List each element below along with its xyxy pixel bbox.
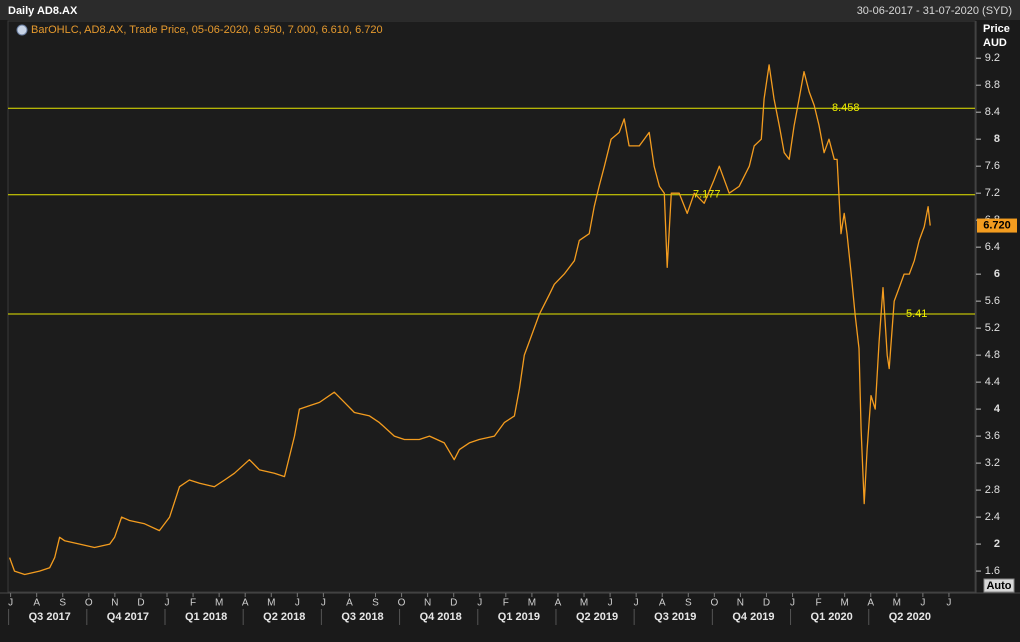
y-tick-label: 7.2 [985,187,1000,199]
x-tick-label: M [215,598,223,609]
x-tick-label: J [946,598,951,609]
y-tick-label: 3.2 [985,457,1000,469]
quarter-label: Q4 2019 [732,611,774,623]
x-tick-label: M [580,598,588,609]
auto-button[interactable]: Auto [983,578,1015,593]
quarter-label: Q1 2019 [498,611,540,623]
reference-line-label: 5.41 [906,308,927,320]
x-tick-label: J [920,598,925,609]
x-tick-label: J [634,598,639,609]
x-tick-label: J [790,598,795,609]
button-label[interactable]: Auto [986,580,1011,592]
y-axis-label: Price [983,23,1010,35]
quarter-label: Q2 2018 [263,611,305,623]
x-tick-label: J [477,598,482,609]
quarter-label: Q2 2019 [576,611,618,623]
y-tick-label: 6 [994,268,1000,280]
y-tick-label: 8.8 [985,79,1000,91]
price-line [8,64,931,576]
y-tick-label: 6.4 [985,241,1000,253]
x-tick-label: D [450,598,457,609]
x-tick-label: N [424,598,431,609]
reference-line-label: 8.458 [832,102,860,114]
button-box[interactable] [983,578,1015,593]
y-tick-label: 1.6 [985,565,1000,577]
quarter-label: Q1 2018 [185,611,227,623]
x-tick-label: N [737,598,744,609]
quarter-label: Q4 2018 [420,611,462,623]
x-tick-label: J [321,598,326,609]
x-tick-label: J [295,598,300,609]
x-tick-label: S [372,598,379,609]
x-tick-label: A [33,598,40,609]
x-tick-label: S [59,598,66,609]
legend-text: BarOHLC, AD8.AX, Trade Price, 05-06-2020… [31,24,383,36]
x-tick-label: J [8,598,13,609]
x-tick-label: M [893,598,901,609]
x-tick-label: A [346,598,353,609]
last-price-label: 6.720 [983,219,1011,231]
x-tick-label: M [528,598,536,609]
y-tick-label: 8 [994,133,1000,145]
x-tick-label: A [555,598,562,609]
quarter-label: Q1 2020 [811,611,853,623]
x-tick-label: O [85,598,93,609]
reference-line-label: 7.177 [693,189,721,201]
quarter-label: Q4 2017 [107,611,149,623]
x-tick-label: F [190,598,196,609]
y-tick-label: 5.6 [985,295,1000,307]
x-tick-label: D [763,598,770,609]
x-tick-label: A [242,598,249,609]
y-tick-label: 9.2 [985,52,1000,64]
x-tick-label: O [710,598,718,609]
header-bar [0,0,1020,20]
x-tick-label: A [659,598,666,609]
y-axis-label: AUD [983,37,1007,49]
x-tick-label: S [685,598,692,609]
y-tick-label: 7.6 [985,160,1000,172]
chart-title: Daily AD8.AX [8,5,78,17]
y-tick-label: 5.2 [985,322,1000,334]
x-tick-label: F [503,598,509,609]
x-tick-label: J [164,598,169,609]
y-tick-label: 4 [994,403,1001,415]
y-tick-label: 4.8 [985,349,1000,361]
y-tick-label: 2.8 [985,484,1000,496]
quarter-label: Q3 2019 [654,611,696,623]
x-tick-label: M [267,598,275,609]
y-tick-label: 3.6 [985,430,1000,442]
quarter-label: Q3 2017 [29,611,71,623]
y-tick-label: 8.4 [985,106,1000,118]
last-price-tag [977,218,1017,233]
y-tick-label: 4.4 [985,376,1000,388]
legend-icon[interactable] [16,24,28,36]
plot-area [7,20,976,593]
date-range: 30-06-2017 - 31-07-2020 (SYD) [857,5,1012,17]
x-tick-label: F [816,598,822,609]
quarter-label: Q3 2018 [341,611,383,623]
x-tick-label: M [841,598,849,609]
x-tick-label: D [137,598,144,609]
x-tick-label: A [867,598,874,609]
x-tick-label: J [608,598,613,609]
x-tick-label: N [111,598,118,609]
y-tick-label: 2.4 [985,511,1000,523]
quarter-label: Q2 2020 [889,611,931,623]
x-tick-label: O [398,598,406,609]
y-tick-label: 2 [994,538,1000,550]
